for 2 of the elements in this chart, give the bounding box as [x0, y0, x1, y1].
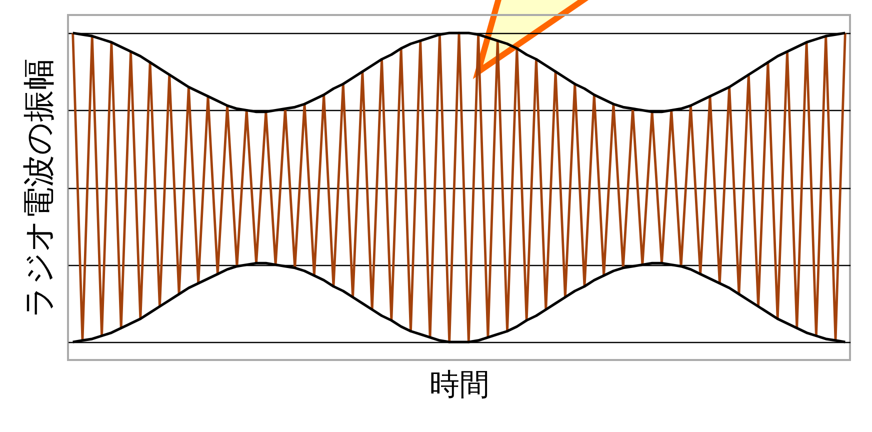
x-axis-title: 時間 [430, 368, 490, 402]
y-axis-title: ラジオ電波の振幅 [20, 58, 58, 318]
